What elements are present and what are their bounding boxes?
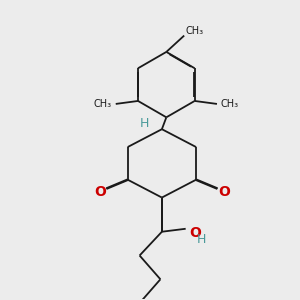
Text: CH₃: CH₃ [93, 99, 111, 109]
Text: O: O [94, 184, 106, 199]
Text: O: O [218, 184, 230, 199]
Text: O: O [189, 226, 201, 240]
Text: CH₃: CH₃ [220, 99, 238, 109]
Text: H: H [140, 117, 149, 130]
Text: H: H [197, 233, 206, 246]
Text: CH₃: CH₃ [186, 26, 204, 36]
